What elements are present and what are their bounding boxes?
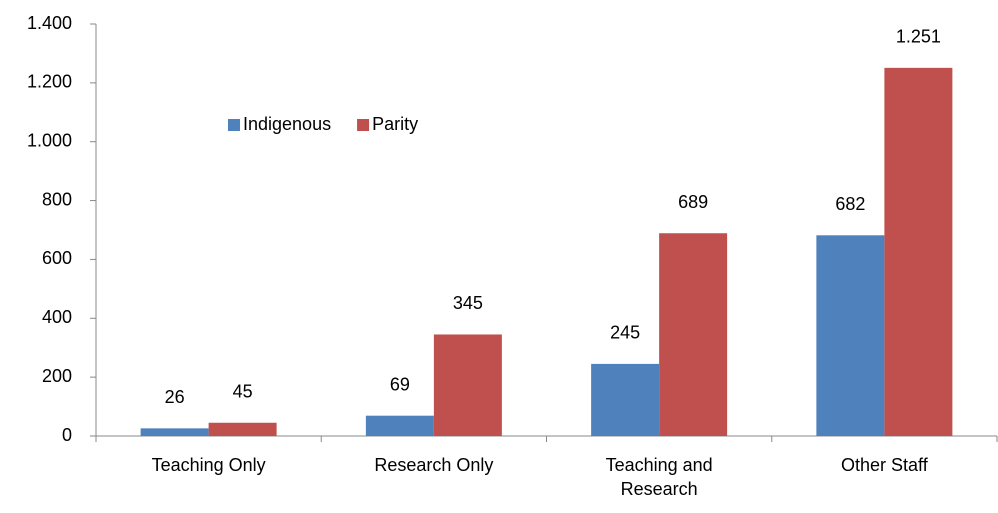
y-tick-label: 1.200: [27, 72, 72, 92]
bar: [140, 428, 209, 436]
legend-swatch: [357, 119, 370, 131]
bar: [816, 235, 885, 436]
data-label: 45: [233, 382, 253, 402]
data-label: 1.251: [896, 27, 941, 47]
y-tick-label: 400: [42, 307, 72, 327]
x-tick-label: Research Only: [374, 455, 493, 475]
data-label: 345: [453, 293, 483, 313]
legend-swatch: [228, 119, 240, 131]
y-tick-label: 800: [42, 189, 72, 209]
bar: [433, 334, 502, 436]
bar: [208, 422, 277, 436]
data-label: 245: [610, 323, 640, 343]
y-tick-label: 600: [42, 248, 72, 268]
data-label: 689: [678, 192, 708, 212]
bar: [591, 363, 660, 436]
data-label: 26: [165, 387, 185, 407]
data-label: 682: [835, 194, 865, 214]
y-tick-label: 200: [42, 366, 72, 386]
y-tick-label: 1.000: [27, 130, 72, 150]
bar: [884, 67, 953, 436]
x-tick-label: Teaching Only: [152, 455, 266, 475]
legend-label: Indigenous: [243, 114, 331, 134]
legend-label: Parity: [372, 114, 418, 134]
x-tick-label: Other Staff: [841, 455, 929, 475]
bar: [365, 415, 434, 436]
bar: [659, 233, 728, 436]
x-tick-label: Teaching and Research: [606, 455, 713, 499]
y-tick-label: 1.400: [27, 13, 72, 33]
data-label: 69: [390, 374, 410, 394]
y-tick-label: 0: [62, 425, 72, 445]
